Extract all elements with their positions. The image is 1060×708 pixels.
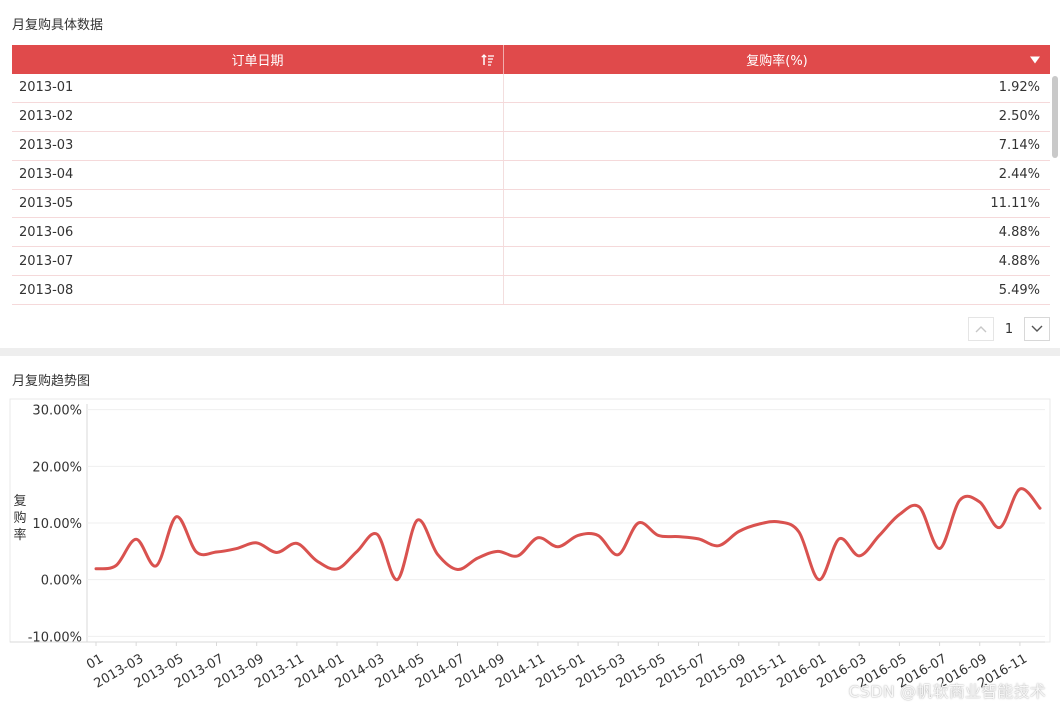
repurchase-rate-line[interactable] [94,487,1042,582]
chart-panel-title: 月复购趋势图 [12,374,91,389]
repurchase-rate-cell: 7.14% [998,138,1040,154]
table-panel: 月复购具体数据 订单日期 复购率(%) [0,0,1060,348]
next-page-button[interactable] [1024,317,1050,341]
order-date-cell: 2013-04 [12,160,504,189]
table-scrollbar[interactable] [1052,76,1058,158]
table-row[interactable]: 2013-01 1.92% [12,74,1050,103]
csdn-watermark: CSDN @帆软商业智能技术 [848,682,1046,701]
order-date-cell: 2013-08 [12,276,504,305]
repurchase-rate-cell: 4.88% [998,253,1040,269]
column-header-repurchase-rate-label: 复购率(%) [746,54,808,69]
previous-page-button[interactable] [968,317,994,341]
table-row[interactable]: 2013-03 7.14% [12,131,1050,161]
pagination: 1 [968,317,1050,341]
current-page-number: 1 [1004,321,1014,337]
y-tick-label: 30.00% [32,404,82,419]
table-row[interactable]: 2013-05 11.11% [12,189,1050,219]
chevron-up-icon [975,326,987,333]
repurchase-rate-cell: 11.11% [990,196,1040,211]
y-tick-label: -10.00% [28,630,82,645]
repurchase-rate-cell: 4.88% [998,224,1040,240]
chevron-down-icon [1031,325,1043,332]
order-date-cell: 2013-03 [12,131,504,160]
chevron-down-icon[interactable] [1030,56,1040,63]
table-row[interactable]: 2013-04 2.44% [12,160,1050,190]
repurchase-rate-cell: 2.50% [998,109,1040,125]
order-date-cell: 2013-01 [12,74,504,102]
line-chart: 30.00%20.00%10.00%0.00%-10.00%复购率012013-… [9,398,1051,692]
column-header-order-date-label: 订单日期 [231,54,284,69]
table-panel-title: 月复购具体数据 [12,18,104,33]
x-tick-label: 01 [84,651,106,672]
table-row[interactable]: 2013-07 4.88% [12,247,1050,277]
chart-panel: 月复购趋势图 30.00% 20.00% 10.00% 0.00% -10.00% 复购率… [0,356,1060,708]
repurchase-rate-cell: 1.92% [998,80,1040,96]
order-date-cell: 2013-05 [12,189,504,218]
order-date-cell: 2013-07 [12,247,504,276]
table-row[interactable]: 2013-06 4.88% [12,218,1050,248]
repurchase-rate-cell: 5.49% [998,282,1040,298]
y-tick-label: 0.00% [41,574,82,589]
y-tick-label: 20.00% [32,460,82,475]
y-axis-title: 复购率 [13,494,26,543]
data-table: 订单日期 复购率(%) 2 [12,45,1058,306]
table-header: 订单日期 复购率(%) [12,45,1050,74]
order-date-cell: 2013-06 [12,218,504,247]
column-header-order-date[interactable]: 订单日期 [12,45,504,74]
repurchase-rate-cell: 2.44% [998,167,1040,183]
table-row[interactable]: 2013-08 5.49% [12,276,1050,306]
order-date-cell: 2013-02 [12,102,504,131]
sort-descending-icon[interactable] [481,53,495,66]
y-tick-label: 10.00% [32,517,82,532]
chart-frame [9,398,1051,643]
column-header-repurchase-rate[interactable]: 复购率(%) [504,45,1050,74]
table-row[interactable]: 2013-02 2.50% [12,102,1050,132]
table-body: 2013-01 1.92% 2013-02 2.50% 2013-03 7.14… [12,74,1058,306]
